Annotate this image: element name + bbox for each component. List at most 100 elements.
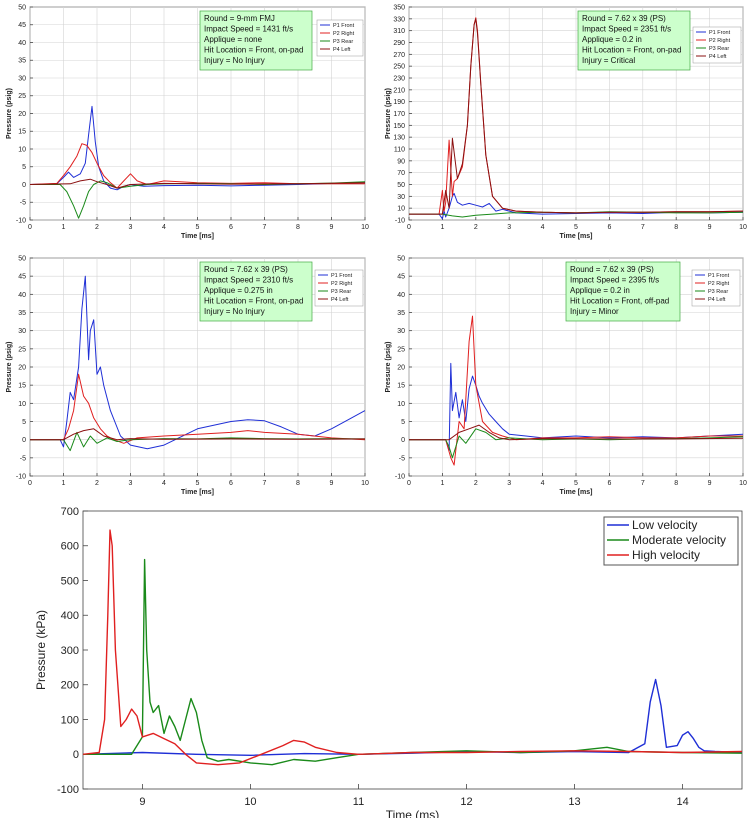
legend-label: P4 Left <box>708 297 726 303</box>
y-tick-label: 300 <box>61 645 79 657</box>
legend-label: Low velocity <box>632 518 697 532</box>
x-tick-label: 8 <box>296 480 300 487</box>
x-tick-label: 2 <box>474 224 478 231</box>
legend-label: P3 Rear <box>709 46 729 52</box>
x-tick-label: 4 <box>162 224 166 231</box>
x-tick-label: 10 <box>739 480 747 487</box>
legend-label: P4 Left <box>331 297 349 303</box>
x-tick-label: 6 <box>229 480 233 487</box>
x-tick-label: 14 <box>676 796 688 808</box>
annotation-line: Impact Speed = 2351 ft/s <box>582 25 671 34</box>
y-tick-label: 30 <box>397 328 405 335</box>
annotation-line: Impact Speed = 2310 ft/s <box>204 276 293 285</box>
x-tick-label: 6 <box>607 480 611 487</box>
y-tick-label: 10 <box>397 401 405 408</box>
annotation-line: Hit Location = Front, off-pad <box>570 297 669 306</box>
y-tick-label: -10 <box>395 473 405 480</box>
legend-box <box>316 19 364 57</box>
y-tick-label: -5 <box>20 455 26 462</box>
y-tick-label: 0 <box>401 437 405 444</box>
annotation-line: Hit Location = Front, on-pad <box>204 46 303 55</box>
x-tick-label: 4 <box>541 224 545 231</box>
series-line-p3-rear <box>409 211 743 218</box>
annotation-box <box>199 261 313 322</box>
y-tick-label: -5 <box>399 455 405 462</box>
x-tick-label: 5 <box>574 480 578 487</box>
annotation-line: Round = 9-mm FMJ <box>204 14 275 23</box>
y-tick-label: -10 <box>395 217 405 224</box>
series-line-p1-front <box>409 362 743 452</box>
x-tick-label: 7 <box>641 224 645 231</box>
x-tick-label: 0 <box>28 224 32 231</box>
x-tick-label: 3 <box>129 224 133 231</box>
annotation-line: Round = 7.62 x 39 (PS) <box>582 14 666 23</box>
x-tick-label: 13 <box>568 796 580 808</box>
series-line-p4-left <box>409 424 743 441</box>
x-tick-label: 0 <box>28 480 32 487</box>
legend-box <box>691 269 741 307</box>
x-tick-label: 9 <box>139 796 145 808</box>
x-tick-label: 4 <box>162 480 166 487</box>
x-tick-label: 10 <box>244 796 256 808</box>
y-tick-label: 700 <box>61 506 79 518</box>
y-tick-label: 45 <box>18 274 26 281</box>
series-line-p1-front <box>30 275 365 450</box>
series-line-p4-left <box>30 178 365 189</box>
x-tick-label: 1 <box>440 224 444 231</box>
y-tick-label: 150 <box>393 123 405 130</box>
legend-label: P1 Front <box>709 30 731 36</box>
y-tick-label: 20 <box>18 111 26 118</box>
annotation-line: Injury = No Injury <box>204 307 265 316</box>
y-tick-label: 45 <box>397 274 405 281</box>
annotation-line: Round = 7.62 x 39 (PS) <box>570 265 654 274</box>
y-tick-label: 50 <box>397 182 405 189</box>
y-tick-label: 350 <box>393 4 405 11</box>
y-tick-label: 15 <box>397 383 405 390</box>
annotation-box <box>199 10 313 71</box>
annotation-line: Hit Location = Front, on-pad <box>582 46 681 55</box>
series-line-low-velocity <box>83 678 742 756</box>
y-tick-label: 0 <box>22 437 26 444</box>
y-tick-label: 330 <box>393 16 405 23</box>
annotation-line: Injury = Critical <box>582 56 635 65</box>
y-tick-label: 30 <box>18 75 26 82</box>
series-line-p4-left <box>409 18 743 215</box>
y-tick-label: 5 <box>22 419 26 426</box>
x-tick-label: 3 <box>129 480 133 487</box>
y-tick-label: 100 <box>61 714 79 726</box>
x-tick-label: 9 <box>708 224 712 231</box>
y-tick-label: 35 <box>18 58 26 65</box>
chart-p3: 0 1 2 3 4 5 6 7 8 9 10-10-505101520253035404550Tim… <box>6 255 369 496</box>
legend-label: P4 Left <box>333 47 351 53</box>
annotation-box <box>577 10 691 71</box>
legend-label: P1 Front <box>333 23 355 29</box>
y-tick-label: 270 <box>393 52 405 59</box>
y-tick-label: 90 <box>397 158 405 165</box>
y-tick-label: -10 <box>16 217 26 224</box>
y-tick-label: 30 <box>397 194 405 201</box>
x-tick-label: 10 <box>361 224 369 231</box>
y-tick-label: 25 <box>18 346 26 353</box>
y-tick-label: 600 <box>61 541 79 553</box>
x-tick-label: 0 <box>407 224 411 231</box>
y-tick-label: -5 <box>20 200 26 207</box>
x-tick-label: 10 <box>739 224 747 231</box>
x-tick-label: 1 <box>440 480 444 487</box>
y-tick-label: 50 <box>18 4 26 11</box>
x-tick-label: 6 <box>229 224 233 231</box>
y-tick-label: 25 <box>18 93 26 100</box>
y-tick-label: 110 <box>394 146 405 153</box>
chart-p5: 9 10 11 12 13 14 -100 0 100 200 300 400 500 600 700 Tim… <box>34 506 743 818</box>
x-tick-label: 7 <box>641 480 645 487</box>
legend-box <box>314 269 364 307</box>
legend-label: P3 Rear <box>333 39 353 45</box>
annotation-line: Hit Location = Front, on-pad <box>204 297 303 306</box>
y-tick-label: 200 <box>61 680 79 692</box>
x-tick-label: 7 <box>263 480 267 487</box>
y-tick-label: 20 <box>18 364 26 371</box>
annotation-line: Applique = none <box>204 35 263 44</box>
y-axis-label: Pressure (kPa) <box>34 610 48 690</box>
annotation-line: Injury = No Injury <box>204 56 265 65</box>
x-axis-label: Time [ms] <box>560 233 593 240</box>
x-tick-label: 5 <box>574 224 578 231</box>
